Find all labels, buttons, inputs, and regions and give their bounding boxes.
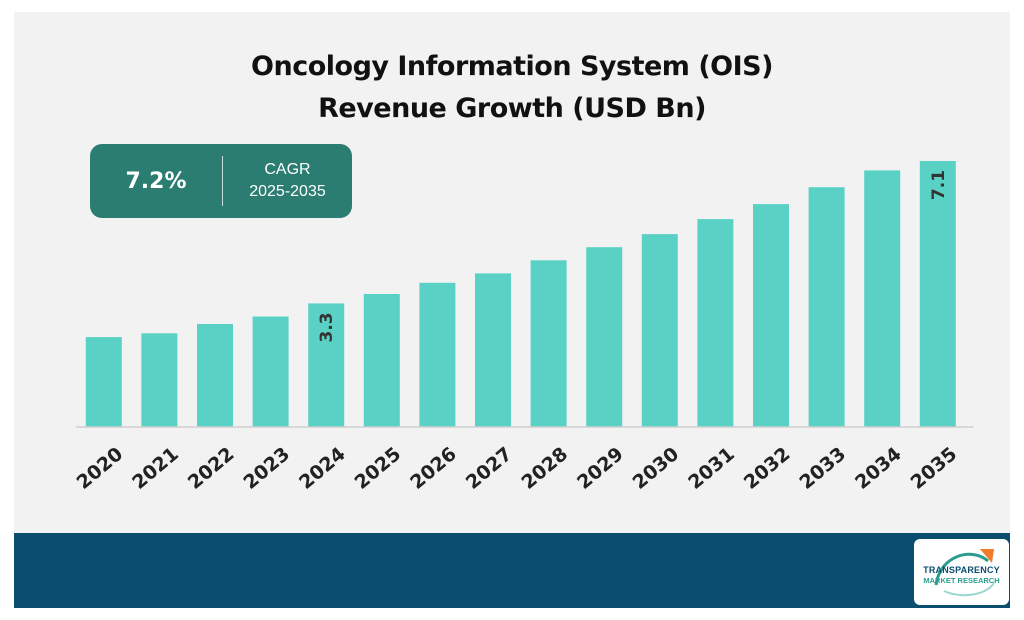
chart-title: Oncology Information System (OIS) Revenu… [14, 46, 1010, 130]
bar-2023 [252, 316, 289, 427]
bar-2033 [808, 187, 845, 427]
x-tick-label-2033: 2033 [795, 443, 850, 494]
logo-arrow-icon [934, 549, 995, 597]
bar-2032 [753, 204, 789, 427]
x-tick-label-2023: 2023 [239, 443, 294, 494]
data-label-2024: 3.3 [317, 312, 337, 342]
cagr-divider [222, 156, 223, 206]
x-tick-label-2027: 2027 [462, 443, 517, 494]
bar-2021 [141, 333, 178, 427]
x-tick-label-2029: 2029 [573, 443, 628, 494]
footer-band [14, 533, 1010, 608]
bar-2024 [308, 303, 345, 427]
x-tick-label-2025: 2025 [351, 443, 406, 494]
bar-chart: 2020 2021 2022 2023 2024 2025 2026 2027 2028 2029… [73, 161, 974, 494]
cagr-value: 7.2% [125, 168, 187, 194]
chart-title-line-2: Revenue Growth (USD Bn) [318, 93, 706, 124]
cagr-label: CAGR 2025-2035 [223, 144, 352, 218]
x-tick-label-2021: 2021 [128, 443, 183, 494]
cagr-label-title: CAGR [264, 161, 311, 178]
x-tick-label-2031: 2031 [684, 443, 739, 494]
bar-2026 [419, 282, 456, 427]
x-tick-label-2028: 2028 [517, 443, 572, 494]
x-tick-label-2035: 2035 [907, 443, 962, 494]
company-logo: TRANSPARENCY MARKET RESEARCH [914, 539, 1009, 605]
x-tick-label-2020: 2020 [73, 443, 128, 494]
bar-2029 [586, 247, 623, 427]
bar-2034 [864, 170, 901, 427]
bar-2025 [363, 294, 400, 427]
data-label-2035: 7.1 [929, 170, 949, 200]
bar-2030 [641, 234, 678, 427]
x-tick-label-2034: 2034 [851, 443, 906, 494]
x-tick-label-2022: 2022 [184, 443, 239, 494]
x-tick-label-2024: 2024 [295, 443, 350, 494]
bar-2020 [85, 337, 122, 427]
logo-text-line-2: MARKET RESEARCH [923, 576, 1000, 585]
bar-2022 [197, 324, 233, 427]
cagr-label-period: 2025-2035 [249, 183, 326, 200]
x-tick-label-2032: 2032 [740, 443, 795, 494]
logo-text-line-1: TRANSPARENCY [923, 565, 1000, 575]
chart-title-line-1: Oncology Information System (OIS) [251, 51, 773, 82]
cagr-badge: 7.2% CAGR 2025-2035 [90, 144, 352, 218]
chart-frame: Oncology Information System (OIS) Revenu… [14, 12, 1010, 608]
bar-2028 [530, 260, 567, 427]
x-tick-label-2030: 2030 [629, 443, 684, 494]
bar-2031 [697, 219, 734, 427]
bar-2027 [475, 273, 511, 427]
x-tick-label-2026: 2026 [406, 443, 461, 494]
bar-2035 [919, 161, 956, 427]
